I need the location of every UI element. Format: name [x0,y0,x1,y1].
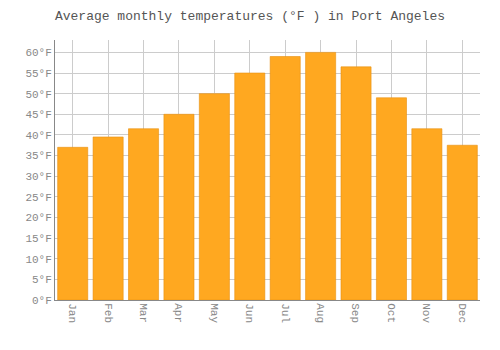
svg-text:Jul: Jul [279,303,291,323]
svg-text:Sep: Sep [349,303,361,323]
svg-text:Feb: Feb [102,303,114,323]
svg-text:Jan: Jan [66,303,78,323]
svg-text:Nov: Nov [420,303,432,323]
svg-text:60°F: 60°F [25,47,51,59]
svg-text:55°F: 55°F [25,68,51,80]
svg-text:0°F: 0°F [32,295,52,307]
svg-text:Average monthly temperatures (: Average monthly temperatures (°F ) in Po… [55,9,445,24]
svg-text:35°F: 35°F [25,150,51,162]
svg-text:25°F: 25°F [25,192,51,204]
svg-text:Jun: Jun [243,303,255,323]
svg-text:May: May [208,303,220,323]
svg-text:5°F: 5°F [32,274,52,286]
svg-text:40°F: 40°F [25,130,51,142]
svg-text:45°F: 45°F [25,109,51,121]
svg-text:30°F: 30°F [25,171,51,183]
svg-text:Mar: Mar [137,303,149,323]
svg-text:10°F: 10°F [25,254,51,266]
svg-text:20°F: 20°F [25,212,51,224]
svg-text:Oct: Oct [385,303,397,323]
svg-text:Apr: Apr [172,303,184,323]
svg-text:15°F: 15°F [25,233,51,245]
svg-text:50°F: 50°F [25,89,51,101]
svg-text:Aug: Aug [314,303,326,323]
svg-text:Dec: Dec [456,303,468,323]
